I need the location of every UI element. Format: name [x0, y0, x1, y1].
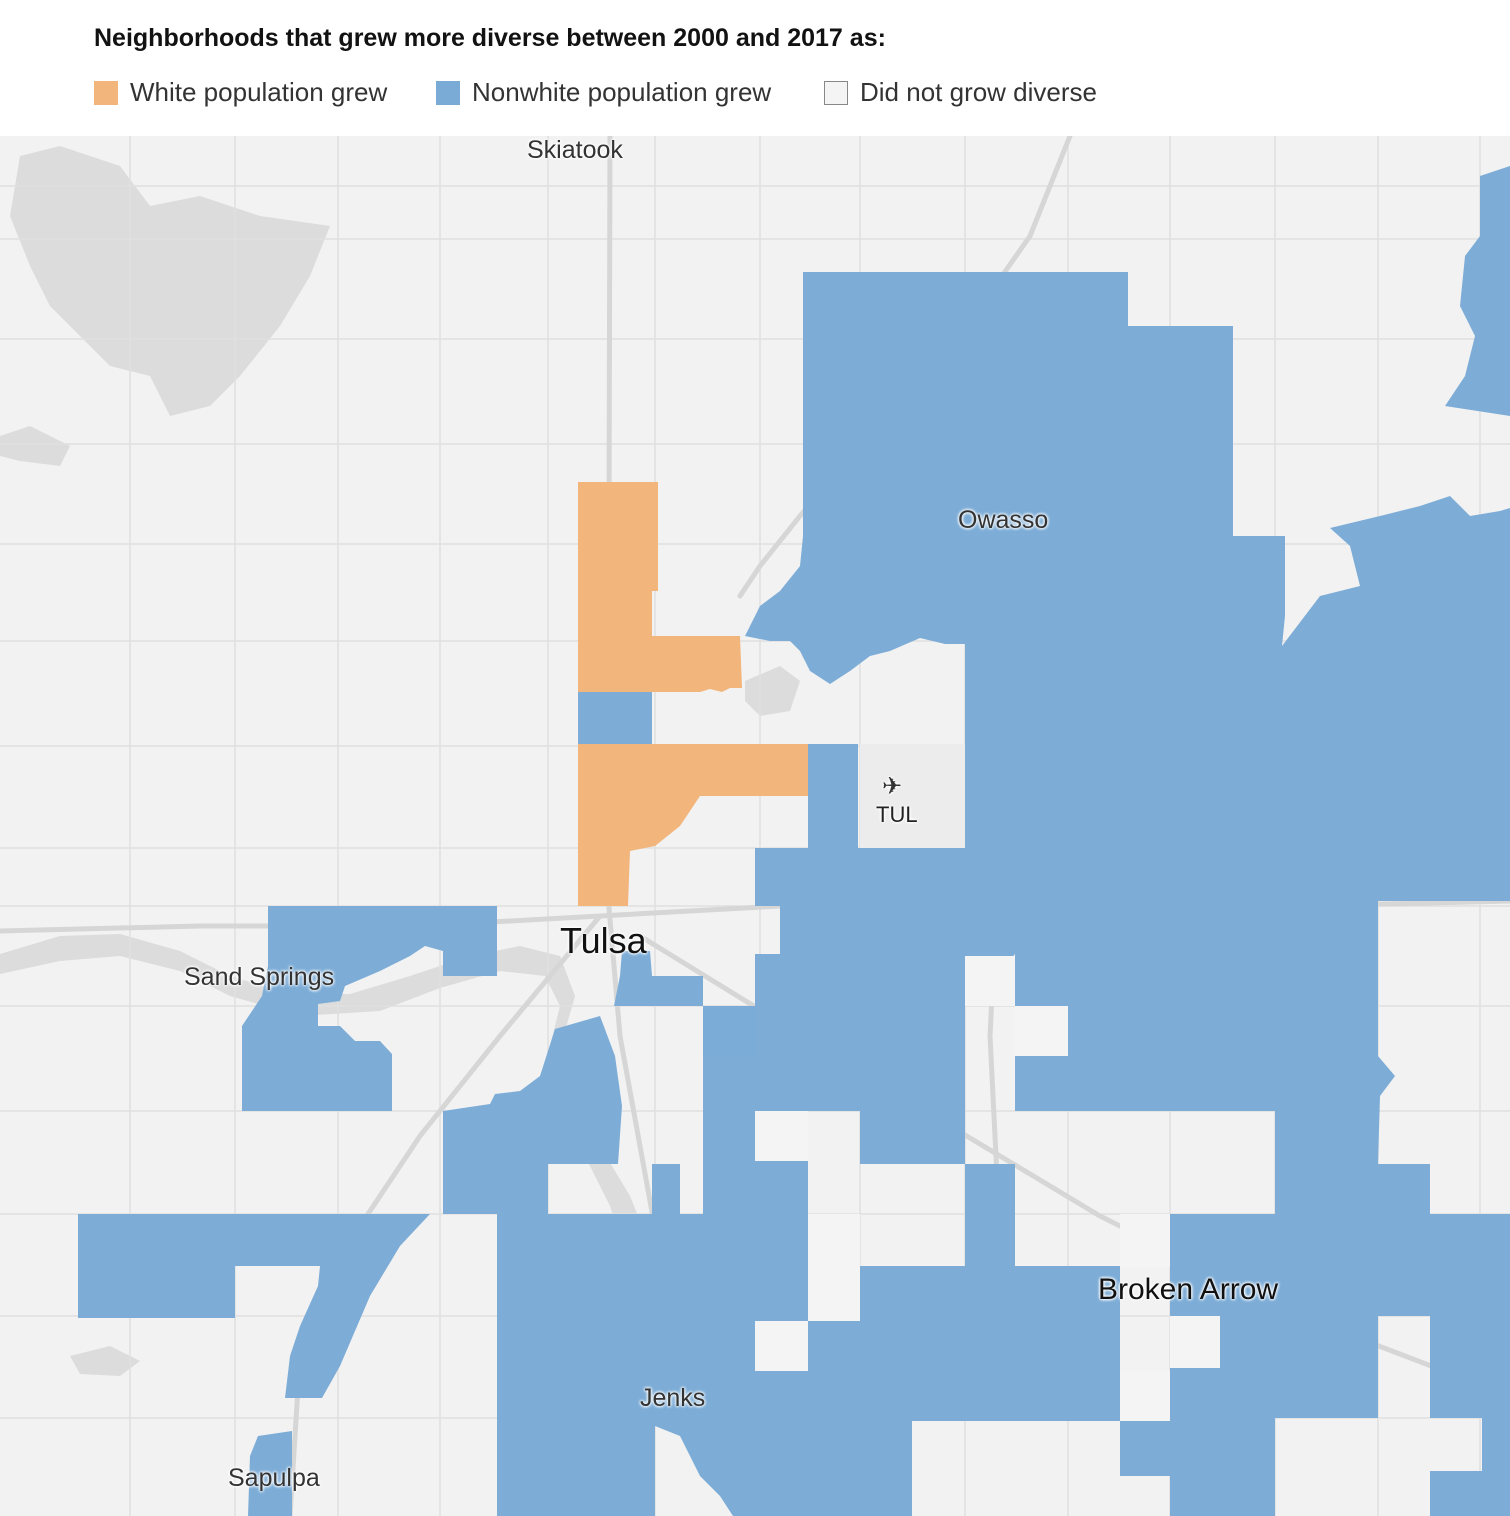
white-grew-areas	[578, 482, 808, 906]
tract-nonwhite-north-tulsa	[578, 692, 652, 744]
legend-swatch-not-diverse	[824, 81, 848, 105]
not-diverse-areas	[755, 956, 1220, 1421]
legend-label-not-diverse: Did not grow diverse	[860, 77, 1097, 107]
tract-nonwhite-downtown	[614, 951, 703, 1006]
tract-nonwhite-central-south	[497, 1006, 1120, 1516]
label-broken-arrow: Broken Arrow	[1098, 1273, 1279, 1306]
tract-not-diverse-1	[1015, 1006, 1068, 1056]
map-title: Neighborhoods that grew more diverse bet…	[94, 24, 886, 52]
tract-not-diverse-4	[755, 1321, 808, 1371]
legend-swatch-nonwhite-grew	[436, 81, 460, 105]
map-canvas	[0, 136, 1510, 1516]
tract-not-diverse-5	[965, 956, 1015, 1006]
tract-nonwhite-southwest	[78, 1214, 430, 1398]
label-owasso: Owasso	[958, 506, 1049, 534]
water-bodies	[0, 146, 800, 1516]
tract-white-grew-2	[578, 744, 808, 906]
tract-nonwhite-sand-springs	[242, 906, 497, 1111]
nonwhite-grew-areas	[78, 166, 1510, 1516]
tract-nonwhite-owasso	[703, 272, 1510, 1516]
tract-nonwhite-sapulpa	[248, 1431, 292, 1516]
pond-south	[70, 1346, 140, 1376]
label-sand-springs: Sand Springs	[184, 963, 335, 991]
legend-swatch-white-grew	[94, 81, 118, 105]
legend-label-nonwhite-grew: Nonwhite population grew	[472, 77, 772, 107]
map-header: Neighborhoods that grew more diverse bet…	[0, 0, 1510, 136]
tract-nonwhite-far-ne	[1445, 166, 1510, 416]
legend-label-white-grew: White population grew	[130, 77, 388, 107]
label-sapulpa: Sapulpa	[228, 1464, 320, 1492]
label-tulsa: Tulsa	[560, 920, 647, 961]
airport-grounds	[860, 744, 965, 848]
label-jenks: Jenks	[640, 1384, 706, 1412]
lake-owasso-west	[745, 666, 800, 716]
tract-not-diverse-3	[808, 1214, 860, 1321]
tract-not-diverse-6	[1120, 1214, 1170, 1267]
lake-keystone-west	[0, 426, 70, 466]
airplane-icon: ✈	[882, 773, 903, 800]
tract-not-diverse-7	[1120, 1371, 1170, 1421]
label-skiatook: Skiatook	[527, 136, 623, 164]
tract-nonwhite-west-tulsa	[443, 1016, 622, 1214]
label-tul: TUL	[876, 802, 918, 827]
tract-not-diverse-2	[755, 1111, 808, 1161]
tract-white-grew-1	[578, 482, 742, 692]
lake-skiatook	[10, 146, 330, 416]
map-area[interactable]: Skiatook Owasso Tulsa Sand Springs ✈ TUL…	[0, 136, 1510, 1516]
tract-not-diverse-8	[1170, 1316, 1220, 1368]
